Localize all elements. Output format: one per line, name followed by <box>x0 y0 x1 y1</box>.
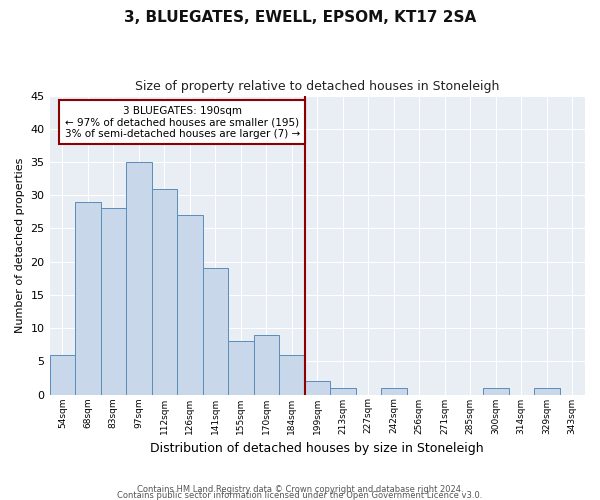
Bar <box>534 388 560 394</box>
Bar <box>126 162 152 394</box>
Bar <box>177 215 203 394</box>
Bar <box>203 268 228 394</box>
Bar <box>279 354 305 395</box>
Bar <box>254 334 279 394</box>
Title: Size of property relative to detached houses in Stoneleigh: Size of property relative to detached ho… <box>135 80 499 93</box>
Y-axis label: Number of detached properties: Number of detached properties <box>15 158 25 332</box>
Bar <box>101 208 126 394</box>
Bar <box>152 188 177 394</box>
Bar <box>381 388 407 394</box>
Text: 3, BLUEGATES, EWELL, EPSOM, KT17 2SA: 3, BLUEGATES, EWELL, EPSOM, KT17 2SA <box>124 10 476 25</box>
Text: 3 BLUEGATES: 190sqm
← 97% of detached houses are smaller (195)
3% of semi-detach: 3 BLUEGATES: 190sqm ← 97% of detached ho… <box>65 106 300 138</box>
Text: Contains public sector information licensed under the Open Government Licence v3: Contains public sector information licen… <box>118 490 482 500</box>
Bar <box>50 354 75 395</box>
Bar <box>75 202 101 394</box>
Bar <box>228 342 254 394</box>
Bar <box>483 388 509 394</box>
Text: Contains HM Land Registry data © Crown copyright and database right 2024.: Contains HM Land Registry data © Crown c… <box>137 484 463 494</box>
X-axis label: Distribution of detached houses by size in Stoneleigh: Distribution of detached houses by size … <box>151 442 484 455</box>
Bar <box>330 388 356 394</box>
Bar <box>305 381 330 394</box>
